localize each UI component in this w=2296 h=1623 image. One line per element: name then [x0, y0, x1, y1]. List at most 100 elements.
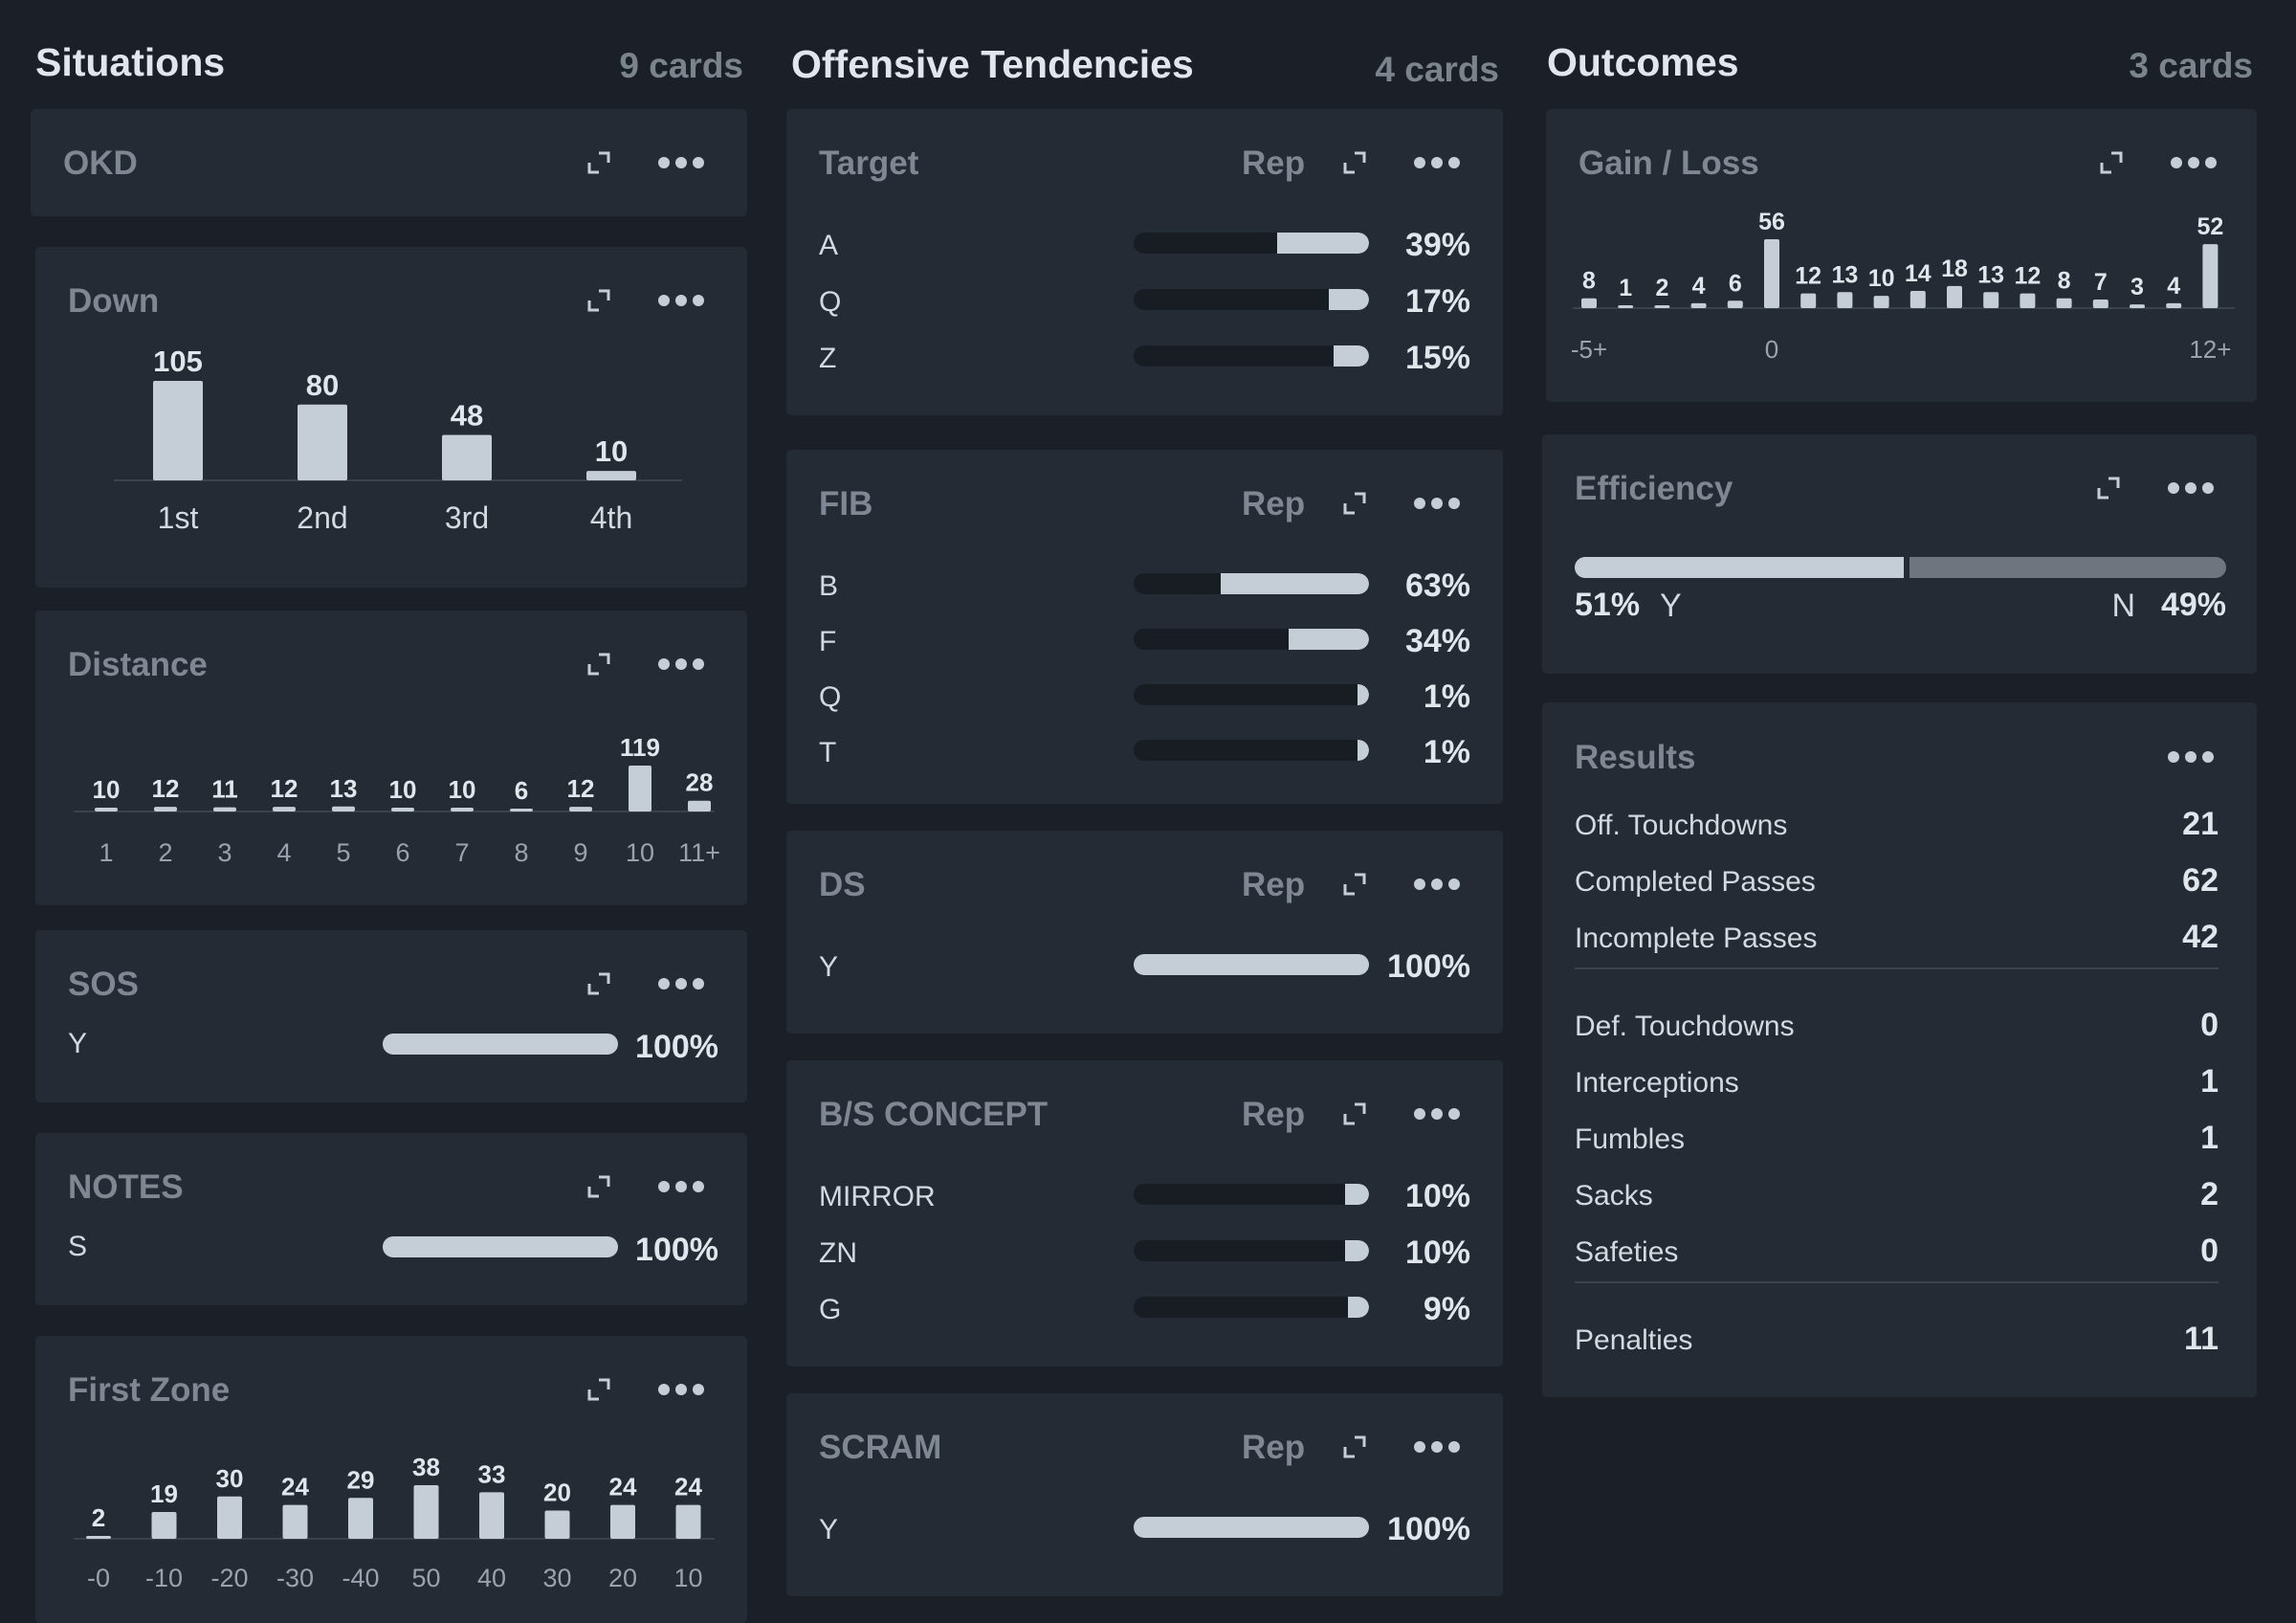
percent-value: 34% — [1404, 623, 1470, 659]
tick-label: 50 — [411, 1564, 440, 1592]
bar-value-label: 10 — [389, 775, 417, 804]
efficiency-yes-bar — [1575, 557, 1905, 578]
tick-label: 5 — [336, 838, 350, 867]
bar — [1910, 291, 1926, 308]
tick-label: 9 — [573, 838, 587, 867]
down-card[interactable]: Down 105 1st 80 2nd 48 3rd 10 4th — [35, 247, 747, 588]
more-icon[interactable] — [657, 294, 705, 307]
bar — [2092, 300, 2108, 308]
expand-icon[interactable] — [586, 288, 611, 313]
expand-icon[interactable] — [586, 1377, 611, 1402]
first-zone-card[interactable]: First Zone 2 -0 19 -10 30 -20 24 -30 29 -40 38 50 33… — [35, 1336, 747, 1623]
row-label: Q — [819, 681, 842, 713]
bar — [1134, 954, 1369, 975]
tick-label: 1st — [158, 500, 199, 535]
tick-label: 2nd — [297, 500, 347, 535]
expand-icon[interactable] — [1342, 872, 1367, 897]
card-count: 4 cards — [1375, 50, 1499, 89]
row-label: ZN — [819, 1237, 857, 1269]
bar-value-label: 13 — [330, 774, 358, 803]
rep-toggle[interactable]: Rep — [1242, 1429, 1306, 1466]
more-icon[interactable] — [657, 657, 705, 671]
bar — [1727, 300, 1743, 308]
bar — [1800, 293, 1817, 308]
card-title: SCRAM — [819, 1429, 942, 1466]
bar — [153, 381, 203, 480]
more-icon[interactable] — [2167, 481, 2215, 495]
expand-icon[interactable] — [1342, 491, 1367, 516]
card-title: SOS — [68, 966, 139, 1003]
more-icon[interactable] — [2167, 750, 2215, 764]
bar-track — [1134, 629, 1369, 650]
percent-value: 63% — [1404, 567, 1470, 604]
expand-icon[interactable] — [2096, 476, 2121, 500]
bar-value-label: 10 — [1868, 265, 1895, 292]
bar — [675, 1504, 701, 1539]
outcomes-header: Outcomes 3 cards — [1542, 38, 2257, 96]
bar — [2166, 302, 2182, 308]
percent-value: 1% — [1423, 734, 1470, 770]
bar-fill — [1347, 1297, 1369, 1318]
more-icon[interactable] — [657, 1383, 705, 1396]
more-icon[interactable] — [1413, 1440, 1461, 1454]
expand-icon[interactable] — [586, 150, 611, 175]
expand-icon[interactable] — [1342, 150, 1367, 175]
bs-concept-card[interactable]: B/S CONCEPT Rep MIRROR 10% ZN 10% G 9% — [786, 1060, 1503, 1367]
expand-icon[interactable] — [2099, 150, 2124, 175]
percent-value: 100% — [635, 1029, 718, 1065]
stat-label: Sacks — [1575, 1180, 1653, 1212]
bar — [451, 807, 474, 812]
bar — [1618, 305, 1634, 308]
yes-label: Y — [1660, 588, 1682, 624]
tick-label: 40 — [477, 1564, 506, 1592]
bar — [1947, 285, 1962, 308]
scram-card[interactable]: SCRAM Rep Y 100% — [786, 1393, 1503, 1596]
fib-card[interactable]: FIB Rep B 63% F 34% Q 1% T 1% — [786, 450, 1503, 804]
target-card[interactable]: Target Rep A 39% Q 17% Z 15% — [786, 109, 1503, 415]
rep-toggle[interactable]: Rep — [1242, 145, 1306, 182]
bar-fill — [1345, 1240, 1369, 1261]
more-icon[interactable] — [1413, 878, 1461, 891]
stat-label: Interceptions — [1575, 1067, 1739, 1099]
bar — [610, 1504, 635, 1539]
distance-card[interactable]: Distance 10 1 12 2 11 3 12 4 13 5 10 6 10 7 6 8 12 9 119 10… — [35, 611, 747, 905]
sos-card[interactable]: SOS Y 100% — [35, 930, 747, 1102]
okd-card[interactable]: OKD — [31, 109, 747, 216]
bar-value-label: 20 — [543, 1478, 571, 1507]
bar — [479, 1492, 504, 1539]
more-icon[interactable] — [1413, 156, 1461, 169]
bar — [586, 471, 636, 480]
divider — [1575, 967, 2219, 969]
ds-card[interactable]: DS Rep Y 100% — [786, 831, 1503, 1034]
tick-label: 10 — [626, 838, 654, 867]
expand-icon[interactable] — [1342, 1101, 1367, 1126]
percent-value: 100% — [635, 1232, 718, 1268]
stat-value: 0 — [2200, 1233, 2219, 1269]
more-icon[interactable] — [1413, 1107, 1461, 1121]
tick-label: 11+ — [678, 838, 720, 867]
bar — [383, 1034, 618, 1055]
gain-loss-card[interactable]: Gain / Loss 8 1 2 4 6 56 12 13 10 14 18 13 12 8 7 3 4 52-… — [1546, 109, 2257, 402]
more-icon[interactable] — [2170, 156, 2218, 169]
results-card[interactable]: Results Off. Touchdowns 21 Completed Passe… — [1542, 702, 2257, 1397]
tick-label: 4 — [276, 838, 291, 867]
efficiency-card[interactable]: Efficiency 51% Y N 49% — [1542, 434, 2257, 674]
notes-card[interactable]: NOTES S 100% — [35, 1133, 747, 1305]
expand-icon[interactable] — [586, 971, 611, 996]
bar — [1983, 292, 1999, 308]
rep-toggle[interactable]: Rep — [1242, 485, 1306, 522]
bar-track — [1134, 233, 1369, 254]
expand-icon[interactable] — [586, 652, 611, 677]
expand-icon[interactable] — [586, 1174, 611, 1199]
bar-value-label: 119 — [620, 733, 660, 762]
expand-icon[interactable] — [1342, 1434, 1367, 1459]
more-icon[interactable] — [657, 977, 705, 990]
rep-toggle[interactable]: Rep — [1242, 1096, 1306, 1133]
bar — [1581, 298, 1597, 308]
bar — [1654, 305, 1670, 308]
stat-value: 11 — [2184, 1321, 2219, 1357]
more-icon[interactable] — [1413, 497, 1461, 510]
more-icon[interactable] — [657, 156, 705, 169]
more-icon[interactable] — [657, 1180, 705, 1193]
rep-toggle[interactable]: Rep — [1242, 866, 1306, 903]
